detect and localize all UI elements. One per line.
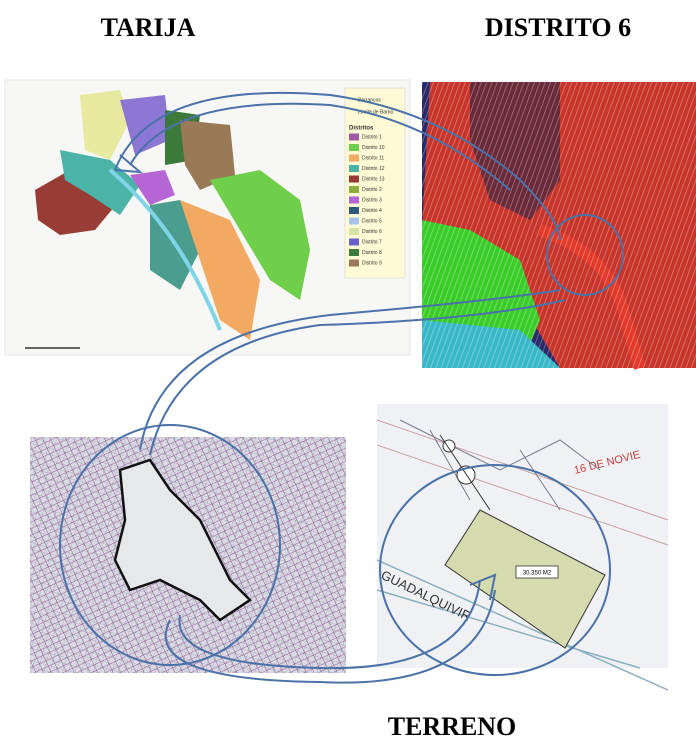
legend-swatch xyxy=(349,228,359,235)
legend-label: Distrito 4 xyxy=(362,208,382,214)
legend-label: Distrito 1 xyxy=(362,134,382,140)
legend-label: Distrito 11 xyxy=(362,155,384,161)
legend-label: Distrito 2 xyxy=(362,187,382,193)
legend-top-item: Límite de Barrio xyxy=(358,109,394,115)
right-title: DISTRITO 6 xyxy=(485,13,631,42)
legend-swatch xyxy=(349,186,359,193)
legend-title: Distritos xyxy=(349,126,374,132)
legend-swatch xyxy=(349,196,359,204)
legend-swatch xyxy=(349,238,359,246)
legend-label: Distrito 6 xyxy=(362,229,382,235)
legend: Distrito 1 Distrito 10 Distrito 11 Distrito… xyxy=(349,133,385,267)
area-label: 30.350 M2 xyxy=(523,571,552,577)
city-map: Barrancos Límite de Barrio Distritos Dis… xyxy=(4,79,411,356)
site-plan: 30.350 M2 GUADALQUIVIR 16 DE NOVIE xyxy=(376,404,669,691)
left-title: TARIJA xyxy=(101,13,196,42)
annotations xyxy=(59,91,624,684)
legend-label: Distrito 9 xyxy=(362,260,382,266)
legend-label: Distrito 12 xyxy=(362,166,385,172)
legend-top-item: Barrancos xyxy=(358,97,381,103)
legend-label: Distrito 7 xyxy=(362,239,382,245)
legend-label: Distrito 3 xyxy=(362,197,382,203)
legend-label: Distrito 5 xyxy=(362,218,382,224)
legend-swatch xyxy=(349,154,359,162)
legend-swatch xyxy=(349,144,359,151)
legend-swatch xyxy=(349,259,359,267)
legend-swatch xyxy=(349,133,359,141)
bottom-title: TERRENO xyxy=(388,712,517,740)
legend-swatch xyxy=(349,207,359,214)
legend-swatch xyxy=(349,217,359,225)
legend-swatch xyxy=(349,175,359,183)
urban-map xyxy=(30,437,346,673)
legend-swatch xyxy=(349,249,359,256)
legend-label: Distrito 10 xyxy=(362,145,385,151)
legend-swatch xyxy=(349,165,359,172)
legend-label: Distrito 13 xyxy=(362,176,385,182)
legend-label: Distrito 8 xyxy=(362,250,382,256)
